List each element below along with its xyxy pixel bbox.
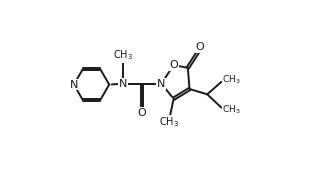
Text: CH$_3$: CH$_3$ [159, 116, 179, 129]
Text: O: O [195, 42, 204, 52]
Text: N: N [119, 79, 128, 89]
Text: O: O [169, 60, 178, 70]
Text: CH$_3$: CH$_3$ [222, 73, 241, 86]
Text: N: N [70, 80, 78, 90]
Text: CH$_3$: CH$_3$ [222, 104, 241, 116]
Text: O: O [138, 108, 146, 118]
Text: N: N [157, 79, 165, 89]
Text: CH$_3$: CH$_3$ [113, 49, 133, 62]
